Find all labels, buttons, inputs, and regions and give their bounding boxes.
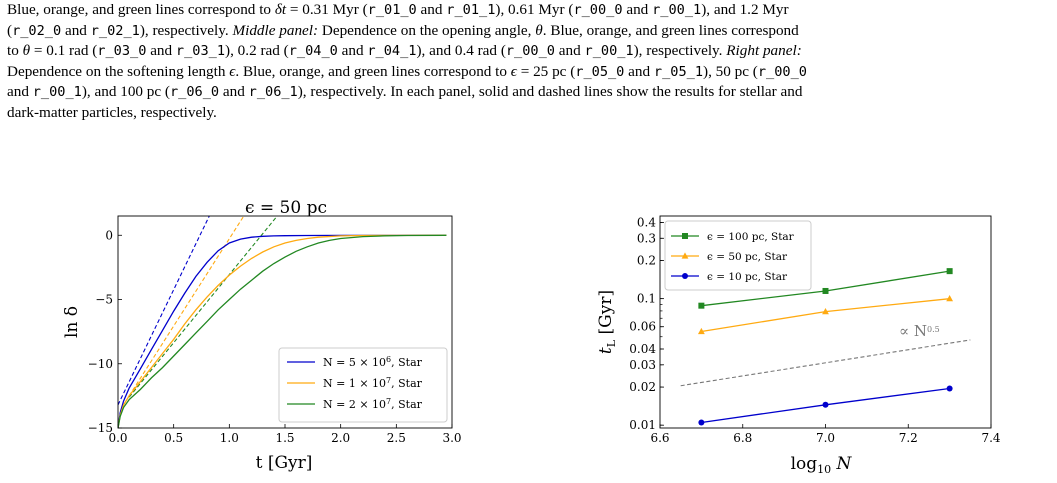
left-legend-box [278,347,448,423]
caption-line-6: dark-matter particles, respectively. [7,103,217,121]
right-ytick-label: 0.3 [637,231,656,245]
left-legend-exponent-2: 7 [386,397,391,406]
right-marker-circle [946,385,953,392]
right-reference-exponent: 0.5 [927,325,940,334]
right-ytick-label: 0.1 [637,292,656,306]
right-ytick-label: 0.4 [637,215,656,229]
left-ytick-label: 0 [105,228,113,242]
left-xtick-label: 3.0 [442,431,461,445]
left-star-line-2 [118,234,447,428]
right-legend-marker-square [682,233,688,239]
left-star-line-1 [118,234,447,428]
right-panel: 6.6 6.8 7.0 7.2 7.4 0.4 0.3 0.2 0.1 0.06 0.04 0.03 0… [596,215,1001,476]
right-ylabel: tL [Gyr] [596,290,618,354]
caption-line-1: Blue, orange, and green lines correspond… [7,1,789,18]
right-marker-square [946,268,953,275]
right-legend-marker-triangle [681,252,689,259]
right-marker-triangle [946,295,954,302]
right-xtick-label: 7.4 [981,431,1000,445]
right-xtick-label: 6.6 [650,431,669,445]
left-xtick-label: 0.5 [164,431,183,445]
right-ytick-label: 0.2 [637,254,656,268]
left-legend-exponent-1: 7 [386,376,391,385]
left-legend-label-0: N = 5 × 106, Star [323,355,423,369]
left-star-line-0 [118,234,447,428]
left-xlabel: t [Gyr] [256,453,313,473]
right-ytick-label: 0.02 [629,380,656,394]
left-dm-line-2 [128,216,278,398]
left-panel: 0.0 0.5 1.0 1.5 2.0 2.5 3.0 0 −5 −10 −15 t [Gyr] ln … [62,198,462,473]
right-ytick-label: 0.03 [629,358,656,372]
right-xtick-label: 7.0 [816,431,835,445]
left-legend-exponent-0: 6 [386,355,391,364]
caption-line-3: to θ = 0.1 rad (r_03_0 and r_03_1), 0.2 … [7,42,802,60]
right-marker-triangle [697,327,705,335]
left-ytick-label: −10 [88,357,113,371]
left-xtick-label: 0.0 [108,431,127,445]
left-xtick-label: 2.0 [331,431,350,445]
caption-line-2: (r_02_0 and r_02_1), respectively. Middl… [7,21,799,39]
left-xtick-label: 1.0 [220,431,239,445]
caption-line-4: Dependence on the softening length ϵ. Bl… [7,62,807,80]
right-xlabel: log10 N [791,454,853,476]
right-ytick-label: 0.06 [629,320,656,334]
right-marker-square [698,302,705,309]
right-reference-line [680,339,971,387]
left-ytick-label: −15 [88,421,113,435]
left-dm-line-0 [118,216,210,406]
right-legend-label-0: ϵ = 100 pc, Star [707,231,795,243]
right-ytick-label: 0.04 [629,342,656,356]
left-ytick-label: −5 [95,293,113,307]
right-reference-label: ∝ N0.5 [899,322,940,340]
right-marker-circle [822,401,829,408]
right-legend-label-1: ϵ = 50 pc, Star [707,251,788,263]
right-marker-square [822,287,829,294]
left-ylabel: ln δ [62,306,82,338]
right-legend-box [664,220,812,291]
right-xtick-label: 6.8 [733,431,752,445]
right-legend-label-2: ϵ = 10 pc, Star [707,271,788,283]
right-ytick-label: 0.01 [629,418,656,432]
left-dm-line-1 [128,216,245,397]
caption-line-5: and r_00_1), and 100 pc (r_06_0 and r_06… [7,83,803,101]
left-legend-label-1: N = 1 × 107, Star [323,376,423,390]
left-legend: N = 5 × 106, Star N = 1 × 107, Star N = 2 … [278,347,448,423]
right-marker-triangle [822,308,829,315]
right-marker-circle [698,419,705,426]
right-xtick-label: 7.2 [899,431,918,445]
figure-caption: Blue, orange, and green lines correspond… [7,0,1050,123]
left-title: ϵ = 50 pc [245,198,327,218]
left-xtick-label: 1.5 [275,431,294,445]
left-legend-label-2: N = 2 × 107, Star [323,397,423,411]
right-legend: ϵ = 100 pc, Star ϵ = 50 pc, Star ϵ = 10 pc… [664,220,812,291]
left-xtick-label: 2.5 [387,431,406,445]
right-legend-marker-circle [682,273,688,279]
